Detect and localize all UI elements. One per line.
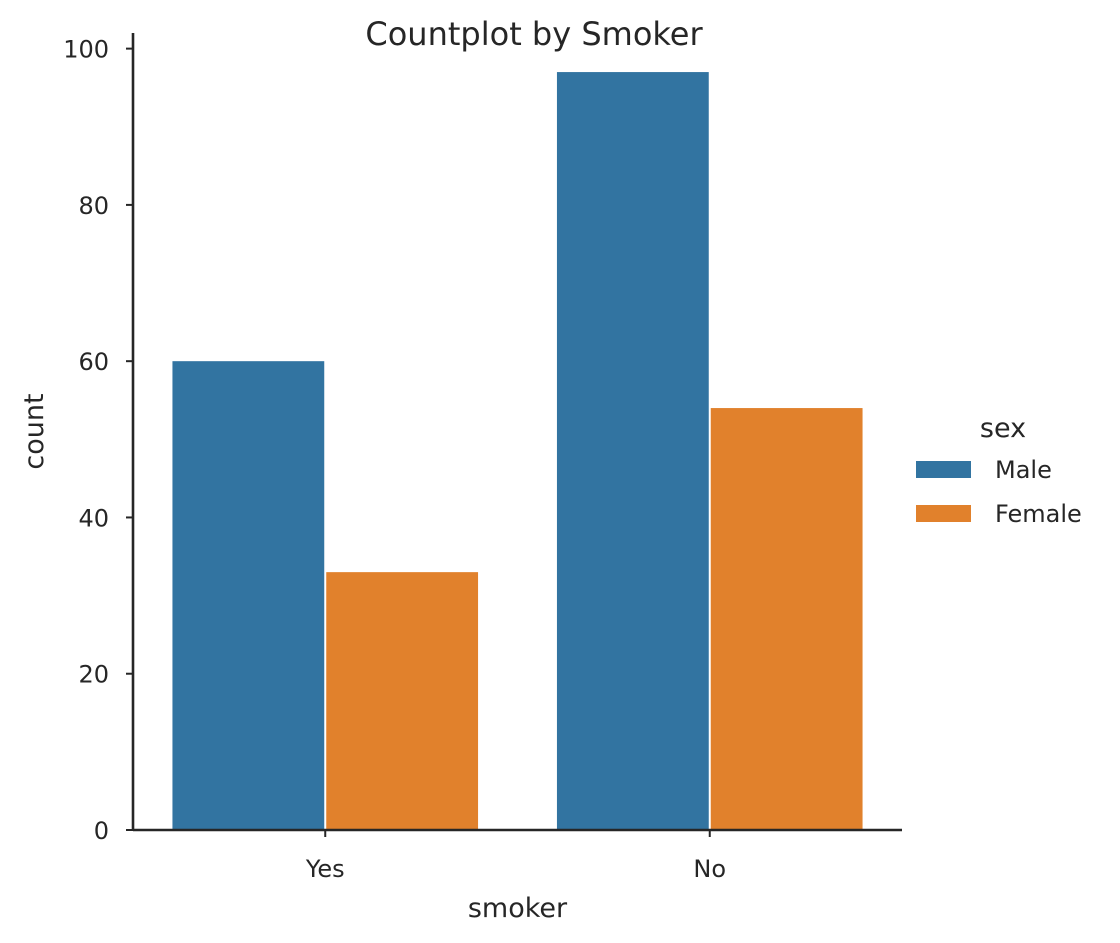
legend-title: sex (980, 413, 1026, 444)
x-axis-label: smoker (468, 893, 568, 924)
x-axis-ticks: Yes No (305, 830, 726, 883)
x-tick-label: No (693, 855, 726, 883)
legend-label-male: Male (995, 456, 1052, 484)
legend-swatch-female (916, 505, 971, 522)
chart-title: Countplot by Smoker (365, 15, 703, 53)
y-tick-label: 20 (78, 661, 109, 689)
bar-male-no (556, 72, 709, 831)
bars (172, 72, 863, 831)
bar-male-yes (172, 361, 325, 830)
legend: sex Male Female (916, 413, 1082, 528)
y-tick-label: 40 (78, 504, 109, 532)
y-tick-label: 100 (63, 36, 109, 64)
y-axis-label: count (19, 393, 50, 469)
y-tick-label: 80 (78, 192, 109, 220)
y-tick-label: 60 (78, 348, 109, 376)
y-axis-ticks: 0 20 40 60 80 100 (63, 36, 133, 845)
x-tick-label: Yes (305, 855, 345, 883)
bar-female-yes (326, 572, 479, 830)
y-tick-label: 0 (94, 817, 109, 845)
bar-female-no (710, 408, 863, 830)
legend-swatch-male (916, 461, 971, 478)
legend-label-female: Female (995, 500, 1082, 528)
